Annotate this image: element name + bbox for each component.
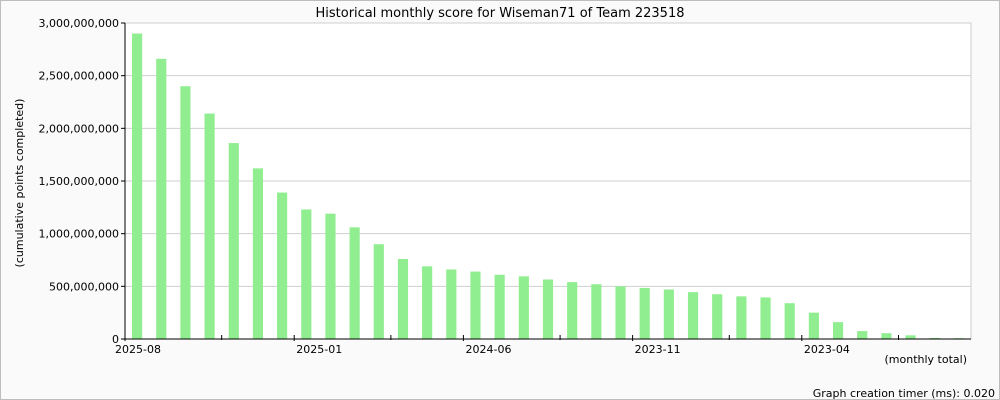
bar — [712, 294, 723, 339]
y-tick-label: 3,000,000,000 — [39, 17, 119, 30]
x-tick-label: 2023-04 — [804, 343, 850, 356]
bar — [687, 292, 699, 339]
y-tick-label: 2,500,000,000 — [39, 70, 119, 83]
bar — [397, 258, 409, 339]
bar — [615, 286, 626, 339]
x-tick-label: 2023-11 — [635, 343, 681, 356]
bar — [228, 143, 239, 339]
y-tick-label: 500,000,000 — [49, 280, 119, 293]
bar — [542, 279, 554, 339]
bar — [736, 296, 747, 339]
y-tick-label: 1,500,000,000 — [39, 175, 119, 188]
bar — [929, 337, 940, 339]
bar — [132, 33, 143, 340]
y-tick-label: 1,000,000,000 — [39, 228, 119, 241]
bar — [494, 274, 505, 339]
bar — [446, 269, 457, 339]
bar — [567, 282, 578, 339]
bar — [301, 209, 312, 339]
y-axis-label: (cumulative points completed) — [13, 99, 26, 268]
graph-timer-text: Graph creation timer (ms): 0.020 — [813, 387, 995, 399]
bar — [784, 303, 795, 339]
bar — [204, 113, 215, 339]
bar — [832, 322, 844, 339]
bar — [591, 284, 602, 339]
bar — [470, 271, 481, 339]
bar — [663, 289, 674, 339]
bar — [373, 244, 384, 339]
x-tick-label: 2024-06 — [465, 343, 511, 356]
bar — [760, 297, 771, 339]
bar — [857, 331, 868, 339]
bar — [325, 213, 336, 339]
bar — [180, 86, 191, 339]
x-tick-label: 2025-01 — [296, 343, 342, 356]
bar — [881, 333, 892, 339]
bars — [132, 33, 964, 340]
bar — [422, 266, 433, 339]
bar — [639, 287, 650, 339]
bar — [252, 168, 264, 339]
bar — [808, 312, 819, 339]
bar — [518, 276, 529, 339]
y-tick-labels: 0 500,000,000 1,000,000,000 1,500,000,000 2,… — [39, 17, 119, 346]
x-axis-label: (monthly total) — [885, 353, 968, 366]
bar — [156, 58, 167, 340]
bar — [349, 227, 360, 339]
y-tick-label: 2,000,000,000 — [39, 122, 119, 135]
chart-title: Historical monthly score for Wiseman71 o… — [315, 6, 684, 21]
y-tick-label: 0 — [112, 333, 119, 346]
bar — [277, 192, 288, 339]
x-tick-labels: 2025-08 2025-01 2024-06 2023-11 2023-04 — [115, 343, 850, 356]
axes — [121, 22, 971, 341]
x-tick-label: 2025-08 — [115, 343, 161, 356]
bar — [905, 335, 916, 339]
